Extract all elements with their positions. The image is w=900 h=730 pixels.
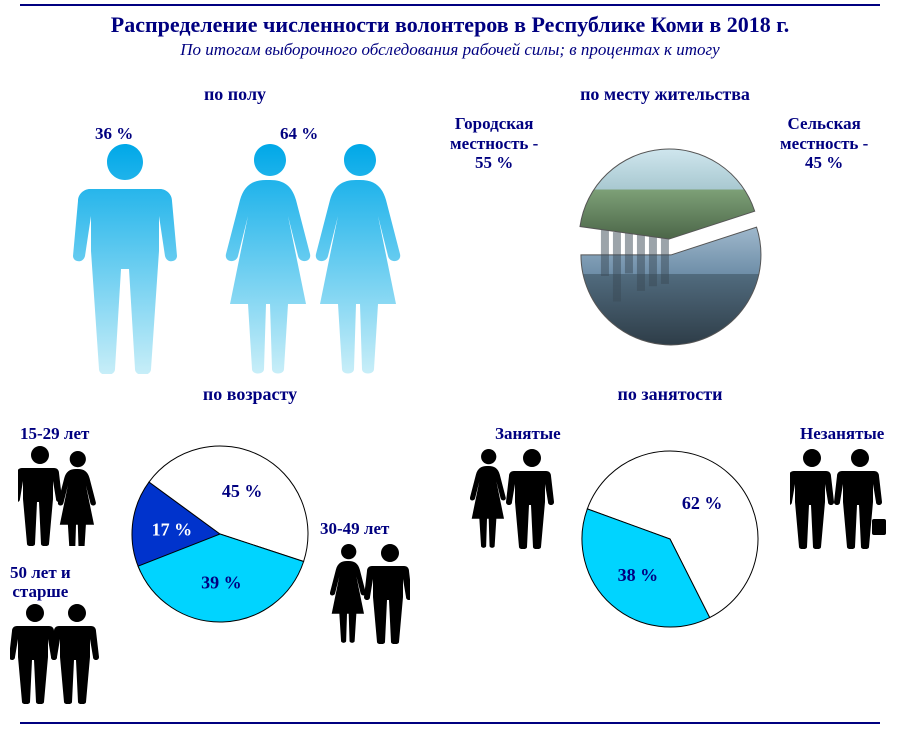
page-title: Распределение численности волонтеров в Р… bbox=[0, 12, 900, 38]
employed-people-icon bbox=[470, 449, 555, 549]
unemployed-people-icon bbox=[790, 449, 890, 549]
employment-pie-icon: 62 % 38 % bbox=[570, 439, 770, 639]
top-rule bbox=[20, 4, 880, 6]
age-middle-people-icon bbox=[330, 544, 410, 644]
gender-title: по полу bbox=[40, 84, 430, 105]
male-silhouette-icon bbox=[60, 144, 190, 374]
employment-unemployed-label: Незанятые bbox=[800, 424, 884, 444]
panel-gender: по полу 36 % 64 % bbox=[0, 84, 430, 374]
panel-employment: по занятости Занятые Незанятые 62 % 38 % bbox=[440, 384, 900, 714]
age-title: по возрасту bbox=[60, 384, 440, 405]
panel-age: по возрасту 15-29 лет 30-49 лет 50 лет и… bbox=[0, 384, 440, 714]
age-g1-label: 15-29 лет bbox=[20, 424, 89, 444]
residence-urban-label: Городская местность - 55 % bbox=[450, 114, 538, 173]
residence-pie-icon bbox=[560, 139, 780, 359]
age-older-people-icon bbox=[10, 604, 100, 704]
pie-slice-label: 62 % bbox=[682, 493, 723, 513]
age-pie-icon: 17 % 45 % 39 % bbox=[120, 434, 320, 634]
residence-rural-label: Сельская местность - 45 % bbox=[780, 114, 868, 173]
page-subtitle: По итогам выборочного обследования рабоч… bbox=[0, 40, 900, 60]
bottom-rule bbox=[20, 722, 880, 724]
pie-slice-label: 45 % bbox=[222, 481, 262, 501]
residence-rural-slice bbox=[580, 149, 755, 239]
pie-slice-label: 17 % bbox=[152, 519, 193, 539]
employment-employed-label: Занятые bbox=[495, 424, 561, 444]
female-silhouettes-icon bbox=[220, 144, 410, 374]
age-young-people-icon bbox=[18, 446, 98, 546]
residence-title: по месту жительства bbox=[430, 84, 900, 105]
employment-title: по занятости bbox=[440, 384, 900, 405]
pie-slice-label: 39 % bbox=[201, 572, 242, 592]
panel-residence: по месту жительства Городская местность … bbox=[430, 84, 900, 374]
age-g2-label: 30-49 лет bbox=[320, 519, 389, 539]
gender-female-pct: 64 % bbox=[280, 124, 318, 144]
age-g3-label: 50 лет и старше bbox=[10, 564, 71, 601]
pie-slice-label: 38 % bbox=[618, 565, 659, 585]
gender-male-pct: 36 % bbox=[95, 124, 133, 144]
